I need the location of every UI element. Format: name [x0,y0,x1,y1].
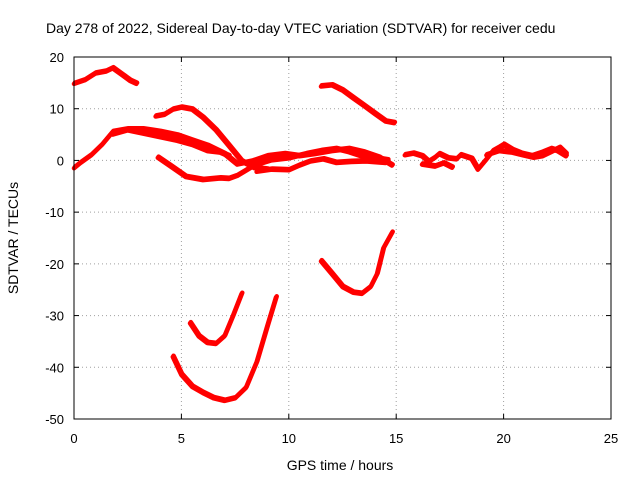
series-arc1-jitter [72,64,140,85]
series-arc10-jitter [484,144,569,159]
y-tick-label: -10 [45,205,64,220]
series-arc12-jitter [188,290,245,346]
series-arc8-jitter [403,141,569,171]
y-tick-label: 20 [50,50,64,65]
series-arc7-jitter [319,81,398,125]
grid [74,57,611,419]
y-tick-label: 0 [57,153,64,168]
x-tick-label: 0 [70,431,77,446]
series-arc5-jitter [156,145,391,182]
series-arc9-jitter [420,160,456,169]
y-axis-label: SDTVAR / TECUs [5,182,21,294]
x-tick-label: 5 [178,431,185,446]
y-tick-label: -40 [45,360,64,375]
plot-frame [73,56,612,420]
series-arc11-jitter [171,294,279,402]
y-tick-label: -20 [45,257,64,272]
series-arc6-jitter [255,155,389,173]
y-tick-label: -50 [45,412,64,427]
series-arc4-jitter [154,104,271,171]
x-axis-label: GPS time / hours [287,457,394,473]
x-tick-label: 20 [496,431,510,446]
axis-ticks: 0 5 10 15 20 25 20 10 0 -10 -20 -30 -40 -50 [45,50,618,446]
series-arc3-jitter [111,126,232,158]
series-arc13-jitter [319,229,395,295]
y-tick-label: 10 [50,102,64,117]
x-tick-label: 25 [604,431,618,446]
data-series [71,64,569,404]
x-tick-label: 15 [389,431,403,446]
y-tick-label: -30 [45,309,64,324]
x-tick-label: 10 [282,431,296,446]
chart-title: Day 278 of 2022, Sidereal Day-to-day VTE… [46,20,555,36]
